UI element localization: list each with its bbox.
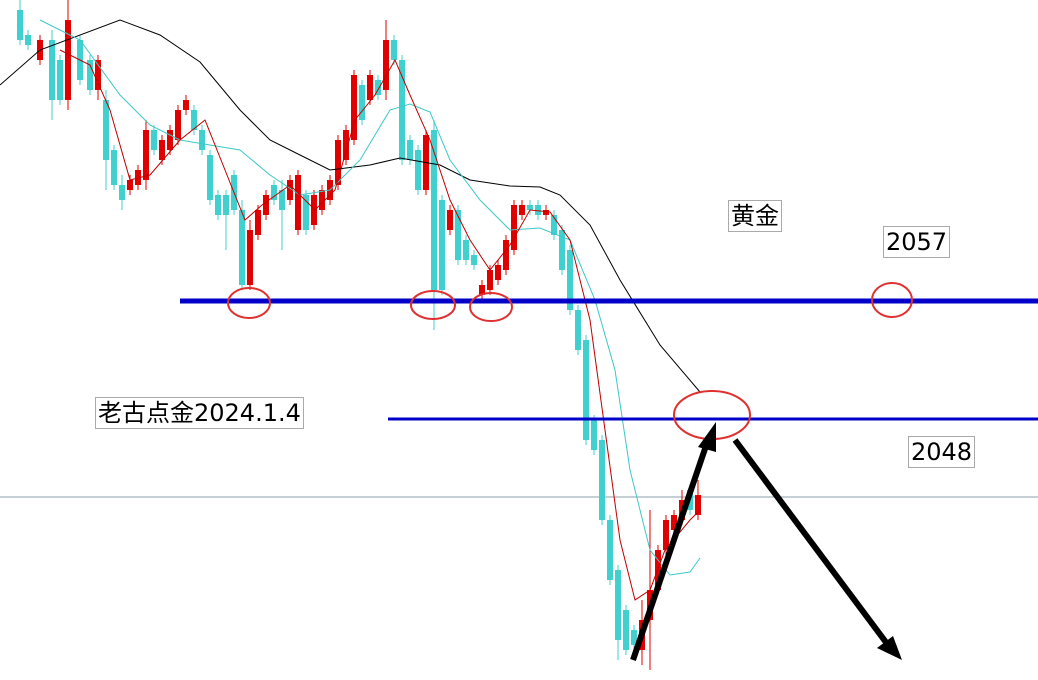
candle-body — [471, 255, 477, 265]
candle-body — [111, 150, 117, 185]
highlight-circle — [227, 287, 271, 319]
candle-body — [239, 210, 245, 285]
candle-body — [167, 130, 173, 150]
candle-body — [463, 240, 469, 260]
candle-body — [671, 515, 677, 530]
long-moving-average — [0, 19, 701, 393]
candle-body — [631, 630, 637, 645]
candle-body — [559, 230, 565, 270]
candle-body — [487, 270, 493, 290]
candle-body — [575, 310, 581, 350]
down-arrow — [732, 438, 891, 647]
candle-body — [583, 340, 589, 440]
candle-body — [279, 190, 285, 210]
candle-body — [183, 100, 189, 110]
candle-body — [383, 40, 389, 90]
candle-body — [663, 520, 669, 550]
candle-body — [17, 10, 23, 40]
candle-body — [65, 20, 71, 100]
candle-body — [447, 210, 453, 230]
down-arrowhead — [877, 636, 902, 660]
candle-body — [215, 195, 221, 215]
candle-body — [207, 155, 213, 200]
candle-body — [25, 35, 31, 45]
candle-body — [351, 75, 357, 140]
candle-body — [407, 140, 413, 160]
candle-body — [599, 440, 605, 520]
candle-body — [57, 60, 63, 100]
candle-body — [311, 195, 317, 225]
level-label: 2057 — [883, 226, 951, 258]
up-arrow — [630, 439, 711, 661]
candles — [17, 0, 701, 670]
candle-body — [335, 140, 341, 185]
candle-body — [151, 130, 157, 150]
candle-body — [295, 175, 301, 230]
candle-body — [95, 60, 101, 90]
level-label: 2048 — [908, 436, 976, 468]
candle-body — [159, 140, 165, 160]
candle-body — [415, 150, 421, 190]
candle-body — [511, 205, 517, 250]
candle-body — [495, 265, 501, 280]
candle-body — [543, 210, 549, 215]
candle-body — [191, 110, 197, 130]
highlight-circle — [469, 292, 513, 322]
candle-body — [319, 190, 325, 210]
highlight-circle — [410, 290, 456, 320]
short-moving-average — [59, 49, 701, 601]
candle-body — [199, 130, 205, 150]
candle-body — [695, 495, 701, 515]
candle-body — [399, 60, 405, 160]
candle-body — [519, 205, 525, 215]
candle-body — [591, 420, 597, 450]
author-label: 老古点金2024.1.4 — [95, 397, 304, 429]
candle-body — [375, 80, 381, 95]
candle-body — [343, 130, 349, 160]
candle-body — [263, 195, 269, 215]
candle-body — [255, 210, 261, 235]
mid-moving-average — [39, 19, 701, 576]
candle-body — [127, 180, 133, 190]
candle-body — [303, 195, 309, 230]
candle-body — [623, 610, 629, 650]
candle-body — [87, 60, 93, 90]
candle-body — [287, 180, 293, 200]
candle-body — [367, 75, 373, 100]
candle-body — [527, 205, 533, 210]
candle-body — [391, 40, 397, 60]
candle-body — [271, 185, 277, 200]
candle-body — [615, 570, 621, 640]
candle-body — [503, 240, 509, 270]
candle-body — [479, 285, 485, 295]
candle-body — [49, 40, 55, 100]
highlight-circle — [871, 282, 913, 318]
candle-body — [175, 110, 181, 140]
candle-body — [455, 210, 461, 260]
candle-body — [143, 130, 149, 180]
candle-body — [247, 230, 253, 285]
candle-body — [567, 250, 573, 310]
candle-body — [535, 205, 541, 215]
candle-body — [439, 200, 445, 290]
symbol-label: 黄金 — [728, 200, 782, 232]
candle-body — [359, 85, 365, 120]
candle-body — [607, 520, 613, 580]
candle-body — [103, 100, 109, 160]
up-arrowhead — [698, 422, 716, 452]
candle-body — [119, 185, 125, 200]
candle-body — [551, 215, 557, 235]
candle-body — [431, 130, 437, 290]
candle-body — [223, 195, 229, 215]
